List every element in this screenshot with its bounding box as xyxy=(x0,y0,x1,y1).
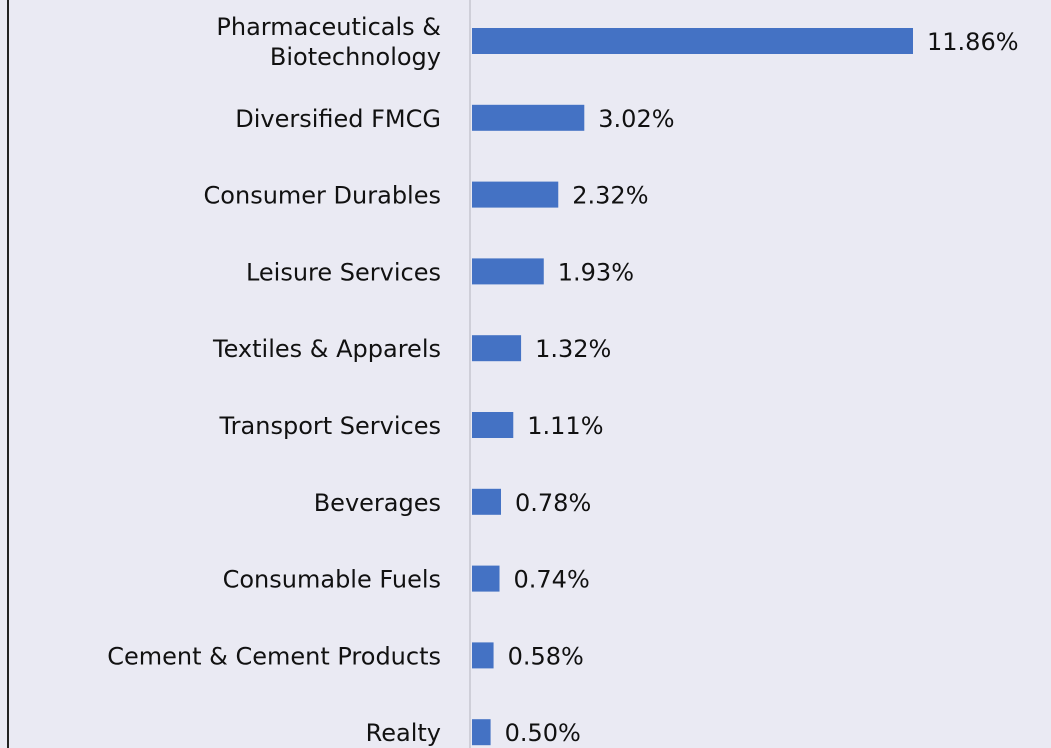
bar xyxy=(472,335,522,362)
category-label: Textiles & Apparels xyxy=(212,335,441,363)
category-label: Diversified FMCG xyxy=(235,105,441,133)
bar xyxy=(472,565,500,592)
bar xyxy=(472,642,494,669)
category-label: Leisure Services xyxy=(246,258,441,286)
value-label: 11.86% xyxy=(927,28,1019,56)
bar xyxy=(472,412,514,438)
value-label: 3.02% xyxy=(598,105,674,133)
value-label: 2.32% xyxy=(572,182,648,210)
value-label: 0.78% xyxy=(515,489,591,517)
bar xyxy=(472,258,544,285)
value-label: 0.58% xyxy=(508,642,584,670)
category-label: Cement & Cement Products xyxy=(107,642,441,670)
category-label: Transport Services xyxy=(219,412,441,440)
bar xyxy=(472,104,585,131)
bar xyxy=(472,181,559,208)
value-label: 0.74% xyxy=(514,566,590,594)
value-label: 1.11% xyxy=(527,412,603,440)
category-label: Realty xyxy=(366,719,441,747)
category-label: Consumable Fuels xyxy=(223,566,441,594)
value-label: 0.50% xyxy=(505,719,581,747)
bar xyxy=(472,488,502,515)
category-label: Pharmaceuticals & Biotechnology xyxy=(216,13,441,71)
bar xyxy=(472,719,491,746)
category-label: Consumer Durables xyxy=(204,182,441,210)
bar xyxy=(472,28,913,54)
value-label: 1.93% xyxy=(558,258,634,286)
category-label: Beverages xyxy=(314,489,441,517)
value-label: 1.32% xyxy=(535,335,611,363)
